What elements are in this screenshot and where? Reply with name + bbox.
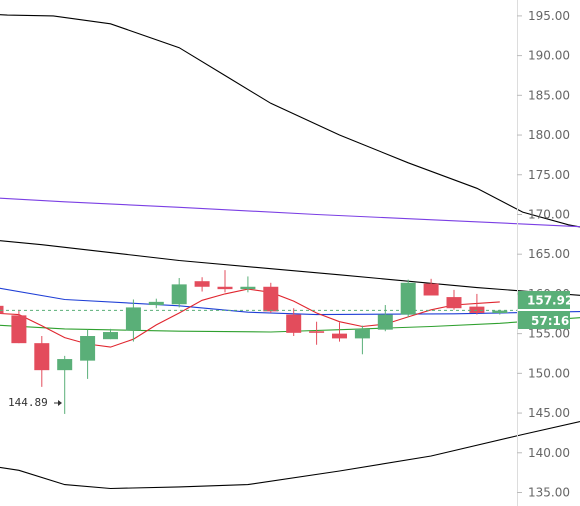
- candles: [0, 270, 508, 414]
- candle-body-10: [217, 286, 233, 290]
- countdown-label: 57:16: [531, 314, 569, 328]
- price-tick-label-0: 195.00: [528, 9, 570, 23]
- candle-body-19: [423, 283, 439, 296]
- candle-body-7: [148, 301, 164, 306]
- last-price-label: 157.92: [527, 294, 573, 308]
- candle-body-18: [400, 282, 416, 315]
- price-tick-label-11: 140.00: [528, 446, 570, 460]
- candle-body-9: [194, 281, 210, 287]
- indicator-line-3: [0, 197, 580, 228]
- candle-body-12: [263, 286, 279, 312]
- price-badges: 157.92 57:16: [518, 291, 573, 329]
- candle-body-22: [492, 310, 508, 313]
- indicator-line-0: [0, 14, 580, 228]
- price-tick-label-4: 175.00: [528, 168, 570, 182]
- price-tick-label-5: 170.00: [528, 207, 570, 221]
- last-price-badge: [518, 291, 570, 309]
- candle-body-1: [11, 315, 27, 344]
- candle-body-0: [0, 305, 4, 314]
- candle-body-4: [80, 336, 96, 361]
- candle-body-16: [354, 328, 370, 339]
- indicator-lines: [0, 14, 580, 490]
- candle-body-20: [446, 297, 462, 309]
- candle-body-14: [309, 331, 325, 333]
- indicator-line-2: [0, 421, 580, 490]
- candle-body-21: [469, 306, 485, 313]
- price-tick-label-1: 190.00: [528, 49, 570, 63]
- candle-body-6: [125, 307, 141, 331]
- candle-body-13: [286, 314, 302, 333]
- low-price-arrowhead-icon: [58, 400, 62, 406]
- candle-body-8: [171, 284, 187, 305]
- price-tick-label-9: 150.00: [528, 366, 570, 380]
- price-axis[interactable]: 195.00 190.00 185.00 180.00 175.00 170.00 165.…: [517, 9, 570, 500]
- candle-body-3: [57, 359, 73, 371]
- indicator-line-1: [0, 240, 580, 296]
- indicator-line-5: [0, 317, 580, 333]
- candle-body-17: [377, 314, 393, 330]
- low-annotation: 144.89: [8, 396, 62, 409]
- indicator-line-6: [0, 288, 500, 348]
- price-tick-label-8: 155.00: [528, 327, 570, 341]
- candle-body-15: [332, 333, 347, 339]
- candle-body-11: [240, 286, 256, 290]
- price-tick-label-12: 135.00: [528, 485, 570, 499]
- price-tick-label-10: 145.00: [528, 406, 570, 420]
- price-tick-label-2: 185.00: [528, 88, 570, 102]
- countdown-badge: [518, 311, 570, 329]
- price-tick-label-6: 165.00: [528, 247, 570, 261]
- candle-body-5: [103, 332, 118, 340]
- low-price-label: 144.89: [8, 396, 48, 409]
- price-tick-label-3: 180.00: [528, 128, 570, 142]
- candle-body-2: [34, 343, 50, 371]
